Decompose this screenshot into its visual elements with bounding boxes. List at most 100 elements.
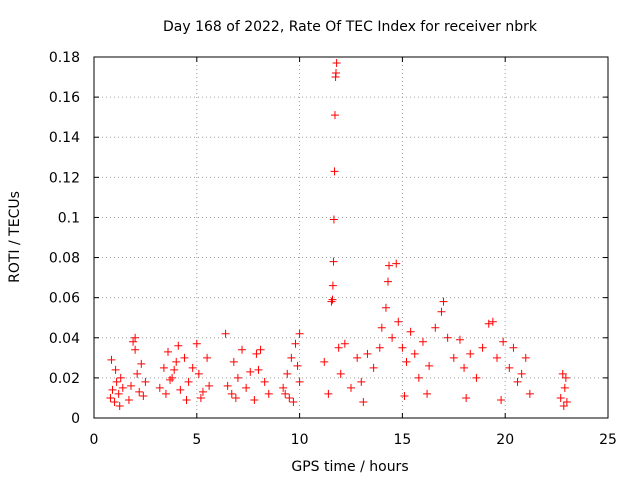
data-point bbox=[357, 377, 366, 386]
data-point bbox=[281, 389, 290, 398]
data-point bbox=[328, 295, 337, 304]
data-point bbox=[513, 377, 522, 386]
data-point bbox=[556, 393, 565, 402]
data-point bbox=[558, 369, 567, 378]
y-tick-label: 0.04 bbox=[49, 331, 80, 347]
data-point bbox=[110, 397, 119, 406]
data-point bbox=[287, 353, 296, 362]
data-point bbox=[176, 385, 185, 394]
data-point bbox=[462, 393, 471, 402]
data-point bbox=[400, 391, 409, 400]
x-tick-label: 0 bbox=[90, 432, 99, 448]
data-point bbox=[205, 381, 214, 390]
data-point bbox=[159, 363, 168, 372]
y-tick-label: 0.12 bbox=[49, 170, 80, 186]
data-point bbox=[377, 323, 386, 332]
data-point bbox=[331, 69, 340, 78]
y-tick-label: 0.16 bbox=[49, 90, 80, 106]
data-point bbox=[499, 337, 508, 346]
data-point bbox=[478, 343, 487, 352]
data-point bbox=[384, 277, 393, 286]
data-point bbox=[233, 373, 242, 382]
y-tick-label: 0.06 bbox=[49, 291, 80, 307]
data-point bbox=[250, 395, 259, 404]
data-point bbox=[560, 383, 569, 392]
data-point bbox=[455, 335, 464, 344]
data-point bbox=[285, 393, 294, 402]
data-point bbox=[198, 387, 207, 396]
x-tick-label: 25 bbox=[599, 432, 617, 448]
data-point bbox=[194, 369, 203, 378]
data-point bbox=[418, 337, 427, 346]
data-point bbox=[166, 375, 175, 384]
y-tick-label: 0 bbox=[71, 411, 80, 427]
data-point bbox=[410, 349, 419, 358]
x-axis-tick-labels: 0 5 10 15 20 25 bbox=[90, 432, 617, 448]
data-point bbox=[196, 393, 205, 402]
data-point bbox=[124, 395, 133, 404]
x-tick-label: 10 bbox=[291, 432, 309, 448]
data-point bbox=[116, 373, 125, 382]
data-point bbox=[283, 369, 292, 378]
data-point bbox=[139, 391, 148, 400]
data-point bbox=[221, 329, 230, 338]
data-point bbox=[562, 397, 571, 406]
data-point bbox=[561, 373, 570, 382]
data-point bbox=[443, 333, 452, 342]
data-point bbox=[559, 401, 568, 410]
data-point bbox=[254, 365, 263, 374]
data-point bbox=[112, 377, 121, 386]
data-point bbox=[439, 297, 448, 306]
data-point bbox=[328, 281, 337, 290]
data-point bbox=[227, 389, 236, 398]
y-tick-label: 0.02 bbox=[49, 371, 80, 387]
data-point bbox=[260, 377, 269, 386]
data-point bbox=[131, 345, 140, 354]
data-point bbox=[330, 167, 339, 176]
data-point bbox=[229, 357, 238, 366]
data-point bbox=[332, 59, 341, 68]
data-point bbox=[359, 397, 368, 406]
data-point bbox=[131, 333, 140, 342]
data-point bbox=[180, 353, 189, 362]
y-axis-label: ROTI / TECUs bbox=[7, 191, 23, 283]
data-point bbox=[329, 215, 338, 224]
data-point bbox=[385, 261, 394, 270]
data-point bbox=[347, 383, 355, 392]
data-point bbox=[381, 303, 390, 312]
data-point bbox=[414, 373, 423, 382]
data-point bbox=[168, 373, 177, 382]
data-point bbox=[330, 111, 339, 120]
data-point bbox=[172, 357, 181, 366]
data-point bbox=[135, 387, 144, 396]
data-points bbox=[106, 59, 571, 410]
data-point bbox=[334, 343, 343, 352]
data-point bbox=[505, 363, 514, 372]
data-point bbox=[129, 337, 138, 346]
data-point bbox=[223, 381, 232, 390]
data-point bbox=[184, 377, 193, 386]
y-tick-label: 0.18 bbox=[49, 50, 80, 66]
data-point bbox=[324, 389, 333, 398]
data-point bbox=[369, 363, 378, 372]
data-point bbox=[231, 393, 240, 402]
x-axis-label: GPS time / hours bbox=[291, 459, 408, 475]
data-point bbox=[497, 395, 506, 404]
data-point bbox=[423, 389, 432, 398]
data-point bbox=[320, 357, 329, 366]
data-point bbox=[106, 393, 115, 402]
data-point bbox=[114, 389, 123, 398]
data-point bbox=[437, 307, 446, 316]
data-point bbox=[203, 353, 212, 362]
data-point bbox=[340, 339, 349, 348]
data-point bbox=[431, 323, 440, 332]
data-point bbox=[279, 383, 288, 392]
data-point bbox=[137, 359, 146, 368]
data-point bbox=[363, 349, 372, 358]
chart-title: Day 168 of 2022, Rate Of TEC Index for r… bbox=[163, 19, 538, 35]
data-point bbox=[525, 389, 534, 398]
data-point bbox=[108, 385, 117, 394]
data-point bbox=[242, 383, 251, 392]
data-point bbox=[141, 377, 150, 386]
data-point bbox=[329, 257, 338, 266]
